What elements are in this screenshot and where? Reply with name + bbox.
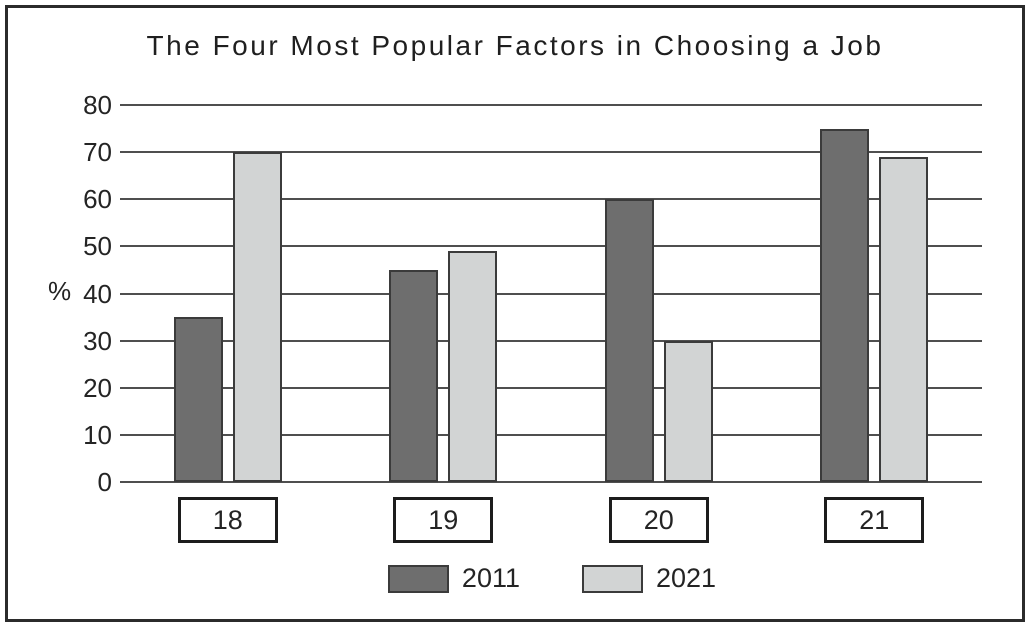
outer-frame — [5, 5, 1025, 622]
y-tick-label-40: 40 — [83, 278, 112, 309]
legend: 2011 2021 — [37, 563, 1030, 594]
y-tick-label-70: 70 — [83, 137, 112, 168]
gridline-20 — [120, 386, 982, 389]
x-category-box-19: 19 — [393, 497, 494, 543]
legend-item-2021: 2021 — [581, 563, 717, 594]
bar-2021-age-18 — [232, 152, 282, 482]
y-tick-label-80: 80 — [83, 90, 112, 120]
bar-2021-age-21 — [879, 156, 929, 482]
bar-2011-age-19 — [389, 269, 439, 482]
gridline-70 — [120, 151, 982, 154]
legend-swatch-2011 — [387, 564, 449, 593]
y-tick-label-20: 20 — [83, 372, 112, 403]
legend-label-2021: 2021 — [655, 563, 717, 593]
legend-swatch-2021 — [581, 564, 643, 593]
y-tick-label-50: 50 — [83, 231, 112, 262]
gridline-40 — [120, 292, 982, 295]
y-tick-label-30: 30 — [83, 325, 112, 356]
y-tick-label-10: 10 — [83, 419, 112, 450]
x-category-box-18: 18 — [177, 497, 278, 543]
y-axis-unit-label: % — [48, 276, 72, 306]
legend-item-2011: 2011 — [387, 563, 520, 594]
bar-2021-age-20 — [663, 340, 713, 482]
y-tick-label-0: 0 — [97, 467, 112, 497]
chart-title: The Four Most Popular Factors in Choosin… — [146, 30, 884, 61]
gridline-0 — [120, 481, 982, 483]
gridline-80 — [120, 104, 982, 106]
legend-label-2011: 2011 — [461, 563, 520, 593]
bar-2011-age-20 — [604, 199, 654, 482]
gridline-60 — [120, 198, 982, 201]
bar-2011-age-18 — [173, 317, 223, 482]
gridline-10 — [120, 433, 982, 436]
bar-2011-age-21 — [820, 128, 870, 482]
gridline-30 — [120, 339, 982, 342]
y-tick-label-60: 60 — [83, 184, 112, 215]
bar-2021-age-19 — [448, 251, 498, 482]
x-category-box-21: 21 — [824, 497, 925, 543]
plot-area — [120, 104, 982, 483]
x-category-box-20: 20 — [608, 497, 709, 543]
gridline-50 — [120, 245, 982, 248]
